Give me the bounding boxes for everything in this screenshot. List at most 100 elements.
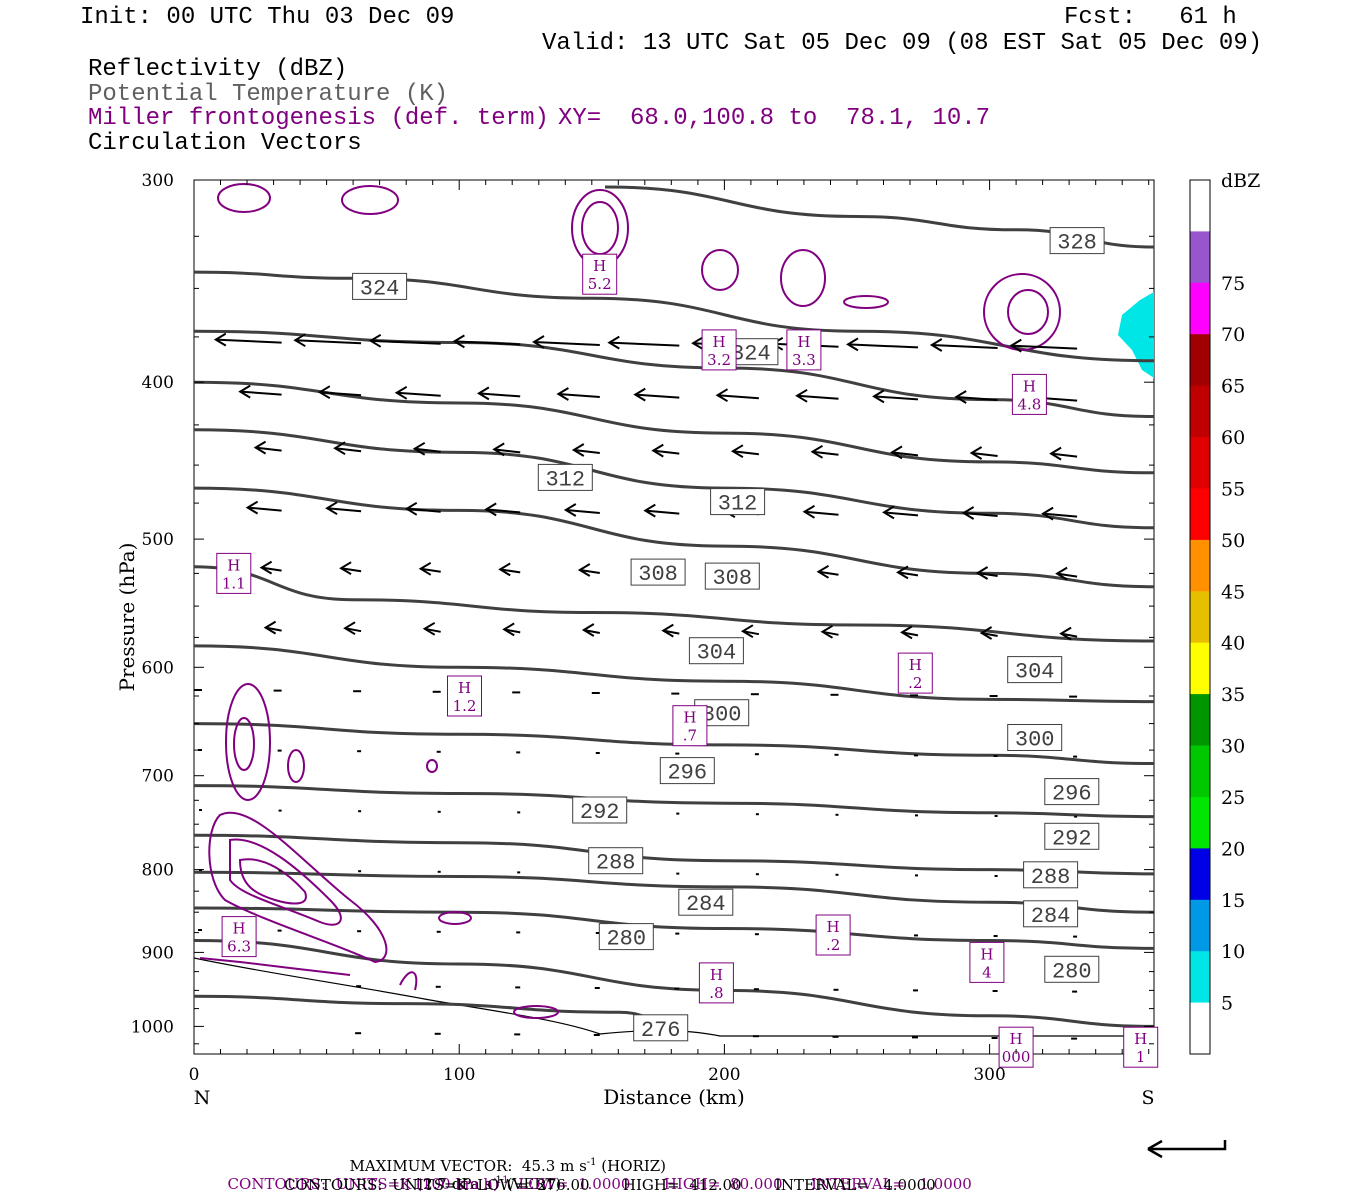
vector-head — [263, 620, 277, 635]
reference-vector-arrow — [1147, 1139, 1227, 1159]
vector-head — [1049, 446, 1062, 461]
vector-shaft — [334, 447, 362, 453]
x-axis-label: Distance (km) — [603, 1085, 745, 1109]
max-vector-note: MAXIMUM VECTOR: 45.3 m s-1 (HORIZ) 12.7 … — [340, 1139, 666, 1193]
fronto-max-letter: H — [1134, 1030, 1147, 1048]
y-tick-label: 800 — [142, 861, 174, 881]
vector-head — [651, 443, 664, 458]
fronto-max-letter: H — [1023, 377, 1036, 395]
field-potential-temperature: Potential Temperature (K) — [88, 81, 449, 108]
vector-head — [259, 560, 273, 575]
vector-shaft — [454, 340, 521, 346]
vector-head — [1041, 506, 1054, 521]
theta-label-box — [598, 923, 654, 951]
fronto-max-value: .2 — [908, 674, 922, 692]
vector-head — [1055, 566, 1068, 581]
vector-shaft — [977, 572, 998, 577]
colorbar-swatch — [1190, 745, 1210, 798]
theta-label-box — [572, 796, 628, 824]
vector-head — [343, 621, 356, 636]
fronto-contour — [513, 1005, 559, 1019]
vector-shaft — [478, 392, 521, 398]
vector-shaft — [414, 447, 441, 453]
theta-label-box — [1044, 822, 1100, 850]
frontogenesis-max-labels: H1.1H1.2H5.2H3.2H3.3H4.8H.7H.2H.2H.8H4H6… — [216, 253, 1159, 1068]
fronto-max-letter: H — [827, 918, 840, 936]
fronto-max-value: 000 — [1002, 1048, 1031, 1066]
fronto-max-letter: H — [713, 333, 726, 351]
max-vertical-text: 12.7 dPa s — [413, 1175, 493, 1193]
theta-label-box — [1023, 861, 1079, 889]
vector-head — [577, 563, 591, 577]
max-vertical-sup: -1 — [492, 1175, 502, 1186]
fronto-max-value: 4 — [982, 963, 992, 981]
y-tick-label: 400 — [142, 373, 174, 393]
vector-shaft — [319, 391, 362, 397]
theta-label-box — [659, 757, 715, 785]
fronto-contour — [438, 911, 472, 925]
vector-head — [740, 624, 754, 639]
theta-label-box — [688, 637, 744, 665]
fronto-max-letter: H — [797, 333, 810, 351]
fronto-max-letter: H — [710, 966, 723, 984]
contours1-b: LOW= 1.0000 HIGH= 80.000 INTERVAL= 1.000… — [508, 1175, 972, 1193]
colorbar-swatch — [1190, 539, 1210, 592]
fronto-max-box — [897, 652, 933, 694]
vector-head — [882, 505, 895, 520]
theta-label: 328 — [1057, 231, 1097, 256]
theta-label: 308 — [712, 566, 752, 591]
vector-shaft — [579, 569, 600, 574]
vector-head — [422, 621, 436, 636]
colorbar-label: 55 — [1221, 479, 1245, 501]
theta-label-box — [1044, 778, 1100, 806]
fronto-max-value: 3.3 — [792, 351, 816, 369]
colorbar: 5 10 15 20 25 30 35 40 45 50 55 60 65 70 75 dBZ — [1189, 170, 1260, 1055]
fronto-max-value: 6.3 — [227, 938, 251, 956]
fronto-max-box — [672, 705, 708, 747]
vector-head — [293, 333, 306, 348]
x-tick-label: 200 — [708, 1065, 740, 1085]
fronto-max-letter: H — [980, 945, 993, 963]
vector-shaft — [847, 343, 919, 349]
vector-shaft — [261, 566, 282, 572]
theta-contour-284 — [194, 906, 1154, 950]
theta-contour-308 — [194, 565, 1154, 643]
colorbar-label: 10 — [1221, 941, 1245, 963]
vector-shaft — [653, 449, 680, 455]
vector-shaft — [963, 512, 998, 517]
vector-head — [643, 503, 656, 518]
colorbar-label: 5 — [1221, 993, 1233, 1015]
cross-section-endpoints: XY= 68.0,100.8 to 78.1, 10.7 — [558, 105, 991, 132]
vector-head — [238, 384, 251, 399]
vector-head — [563, 503, 577, 517]
fronto-max-box — [701, 329, 737, 371]
init-time: Init: 00 UTC Thu 03 Dec 09 — [80, 4, 455, 31]
field-frontogenesis: Miller frontogenesis (def. term) — [88, 105, 549, 132]
theta-contour-300 — [194, 722, 1154, 765]
vector-shaft — [420, 567, 441, 573]
fronto-max-letter: H — [909, 656, 922, 674]
fronto-max-value: .2 — [826, 936, 840, 954]
colorbar-swatch — [1190, 488, 1210, 541]
colorbar-label: 45 — [1221, 581, 1245, 603]
y-tick-label: 600 — [142, 658, 174, 678]
fronto-contour — [199, 957, 351, 976]
theta-label-box — [588, 847, 644, 875]
fronto-contour — [426, 759, 438, 773]
colorbar-swatch — [1190, 437, 1210, 489]
fronto-max-value: 4.8 — [1017, 395, 1041, 413]
theta-label: 296 — [667, 761, 707, 786]
vector-shaft — [812, 450, 839, 456]
fronto-max-value: 5.2 — [588, 275, 612, 293]
fronto-max-box — [1011, 373, 1047, 415]
vector-shaft — [931, 344, 998, 349]
y-tick-label: 700 — [142, 767, 174, 787]
vector-head — [333, 441, 346, 456]
vector-head — [1009, 338, 1022, 353]
vector-shaft — [971, 452, 998, 457]
vector-head — [795, 388, 808, 403]
theta-label: 292 — [580, 800, 620, 825]
vector-shaft — [500, 568, 521, 574]
vector-shaft — [247, 506, 282, 512]
